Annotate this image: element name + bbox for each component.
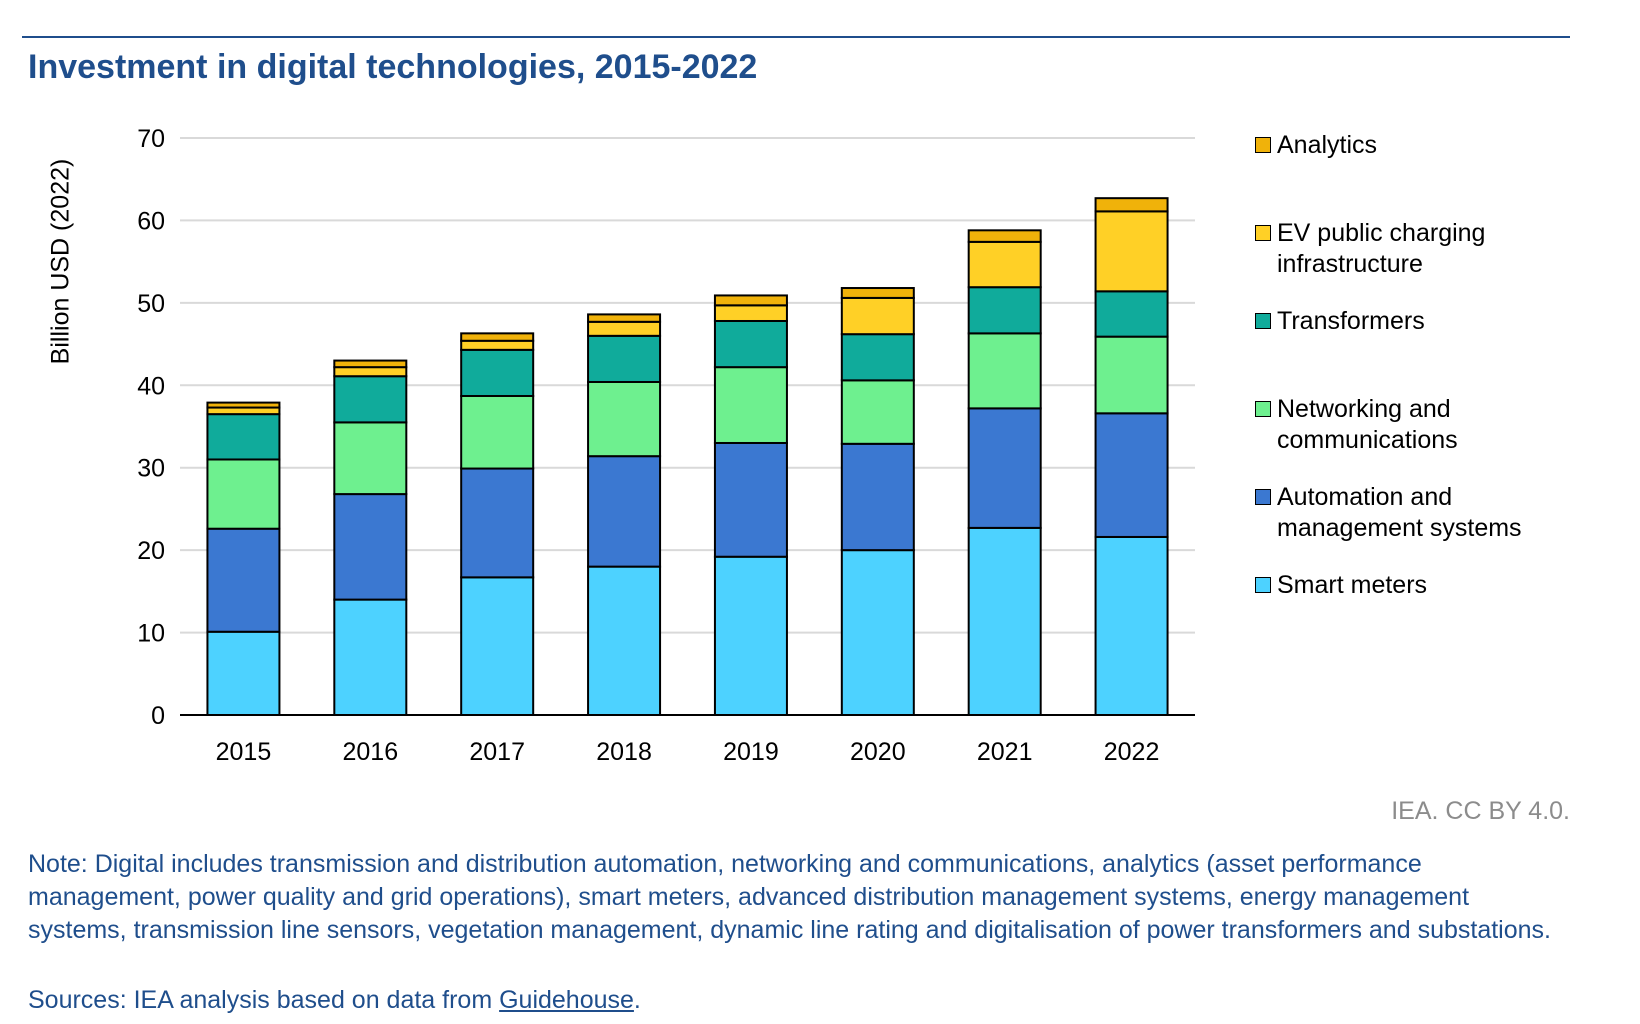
bar-segment <box>460 467 535 579</box>
bar-segment <box>840 287 915 299</box>
bar-segment <box>713 366 788 444</box>
legend-item-ev-charging: EV public charging infrastructure <box>1255 218 1577 280</box>
x-tick-label: 2015 <box>216 738 272 766</box>
legend-item-automation: Automation and management systems <box>1255 482 1577 544</box>
bar-segment <box>967 286 1042 335</box>
bar-segment <box>206 630 281 716</box>
legend-swatch <box>1255 313 1271 329</box>
sources-prefix: Sources: IEA analysis based on data from <box>28 986 500 1014</box>
x-axis-ticks: 2015 2016 2017 2018 2019 2020 2021 2022 <box>216 738 1160 766</box>
x-tick-label: 2018 <box>596 738 652 766</box>
y-tick-label: 70 <box>137 125 165 153</box>
chart-gridlines <box>180 137 1195 634</box>
guidehouse-link[interactable]: Guidehouse <box>499 986 634 1014</box>
bar-segment <box>460 348 535 398</box>
chart-bars <box>206 197 1169 717</box>
bar-segment <box>460 576 535 717</box>
y-tick-label: 10 <box>137 620 165 648</box>
bar-segment <box>206 458 281 530</box>
y-tick-label: 40 <box>137 372 165 400</box>
sources-line: Sources: IEA analysis based on data from… <box>28 984 641 1017</box>
x-tick-label: 2020 <box>850 738 906 766</box>
y-tick-label: 20 <box>137 537 165 565</box>
bar-segment <box>1094 535 1169 716</box>
x-tick-label: 2022 <box>1104 738 1160 766</box>
legend-item-smart-meters: Smart meters <box>1255 570 1577 601</box>
legend-label: Automation and management systems <box>1277 483 1522 542</box>
x-tick-label: 2021 <box>977 738 1033 766</box>
credit-text: IEA. CC BY 4.0. <box>1391 797 1570 825</box>
y-tick-label: 50 <box>137 290 165 318</box>
x-tick-label: 2016 <box>343 738 399 766</box>
bar-segment <box>333 366 408 378</box>
bar-segment <box>840 296 915 336</box>
y-axis-ticks: 0 10 20 30 40 50 60 70 <box>137 125 165 730</box>
bar-segment <box>840 333 915 382</box>
bar-segment <box>333 359 408 369</box>
bar-segment <box>460 395 535 470</box>
legend-label: Smart meters <box>1277 571 1428 599</box>
bar-segment <box>840 379 915 445</box>
x-tick-label: 2017 <box>469 738 525 766</box>
bar-segment <box>1094 335 1169 415</box>
bar-segment <box>333 421 408 496</box>
bar-segment <box>967 526 1042 716</box>
bar-segment <box>206 401 281 409</box>
bar-segment <box>460 339 535 351</box>
legend-swatch <box>1255 401 1271 417</box>
bar-segment <box>713 294 788 307</box>
legend-swatch <box>1255 489 1271 505</box>
bar-segment <box>967 240 1042 289</box>
y-axis-label: Billion USD (2022) <box>47 159 75 365</box>
bar-segment <box>587 565 662 717</box>
x-tick-label: 2019 <box>723 738 779 766</box>
legend-item-analytics: Analytics <box>1255 130 1577 161</box>
bar-segment <box>1094 210 1169 293</box>
bar-segment <box>587 380 662 458</box>
bar-segment <box>1094 290 1169 338</box>
bar-segment <box>713 319 788 369</box>
bar-segment <box>333 598 408 716</box>
bar-segment <box>587 334 662 383</box>
bar-segment <box>206 413 281 461</box>
bar-segment <box>713 441 788 558</box>
sources-suffix: . <box>633 986 641 1014</box>
bar-segment <box>587 455 662 568</box>
chart-note: Note: Digital includes transmission and … <box>28 850 1551 944</box>
bar-segment <box>587 320 662 337</box>
bar-segment <box>206 527 281 633</box>
legend-swatch <box>1255 225 1271 241</box>
y-tick-label: 30 <box>137 455 165 483</box>
stacked-bar-chart: 0 10 20 30 40 50 60 70 2015 2016 2017 2018 2019 2020… <box>47 125 1195 766</box>
legend-swatch <box>1255 577 1271 593</box>
bar-segment <box>1094 412 1169 538</box>
legend-item-networking: Networking and communications <box>1255 394 1577 456</box>
title-rule <box>22 36 1570 38</box>
bar-segment <box>713 555 788 716</box>
legend-label: Transformers <box>1277 307 1425 335</box>
legend-item-transformers: Transformers <box>1255 306 1577 337</box>
bar-segment <box>840 442 915 552</box>
bar-segment <box>967 229 1042 243</box>
chart-title: Investment in digital technologies, 2015… <box>28 48 758 86</box>
bar-segment <box>713 304 788 322</box>
legend-label: Analytics <box>1277 131 1378 159</box>
bar-segment <box>587 313 662 323</box>
legend-label: Networking and communications <box>1277 395 1458 454</box>
legend-swatch <box>1255 137 1271 153</box>
y-tick-label: 0 <box>151 702 165 730</box>
bar-segment <box>967 407 1042 529</box>
bar-segment <box>1094 197 1169 213</box>
bar-segment <box>840 549 915 717</box>
legend-label: EV public charging infrastructure <box>1277 219 1486 278</box>
y-tick-label: 60 <box>137 207 165 235</box>
bar-segment <box>967 332 1042 410</box>
bar-segment <box>333 375 408 424</box>
bar-segment <box>333 493 408 601</box>
bar-segment <box>460 332 535 342</box>
